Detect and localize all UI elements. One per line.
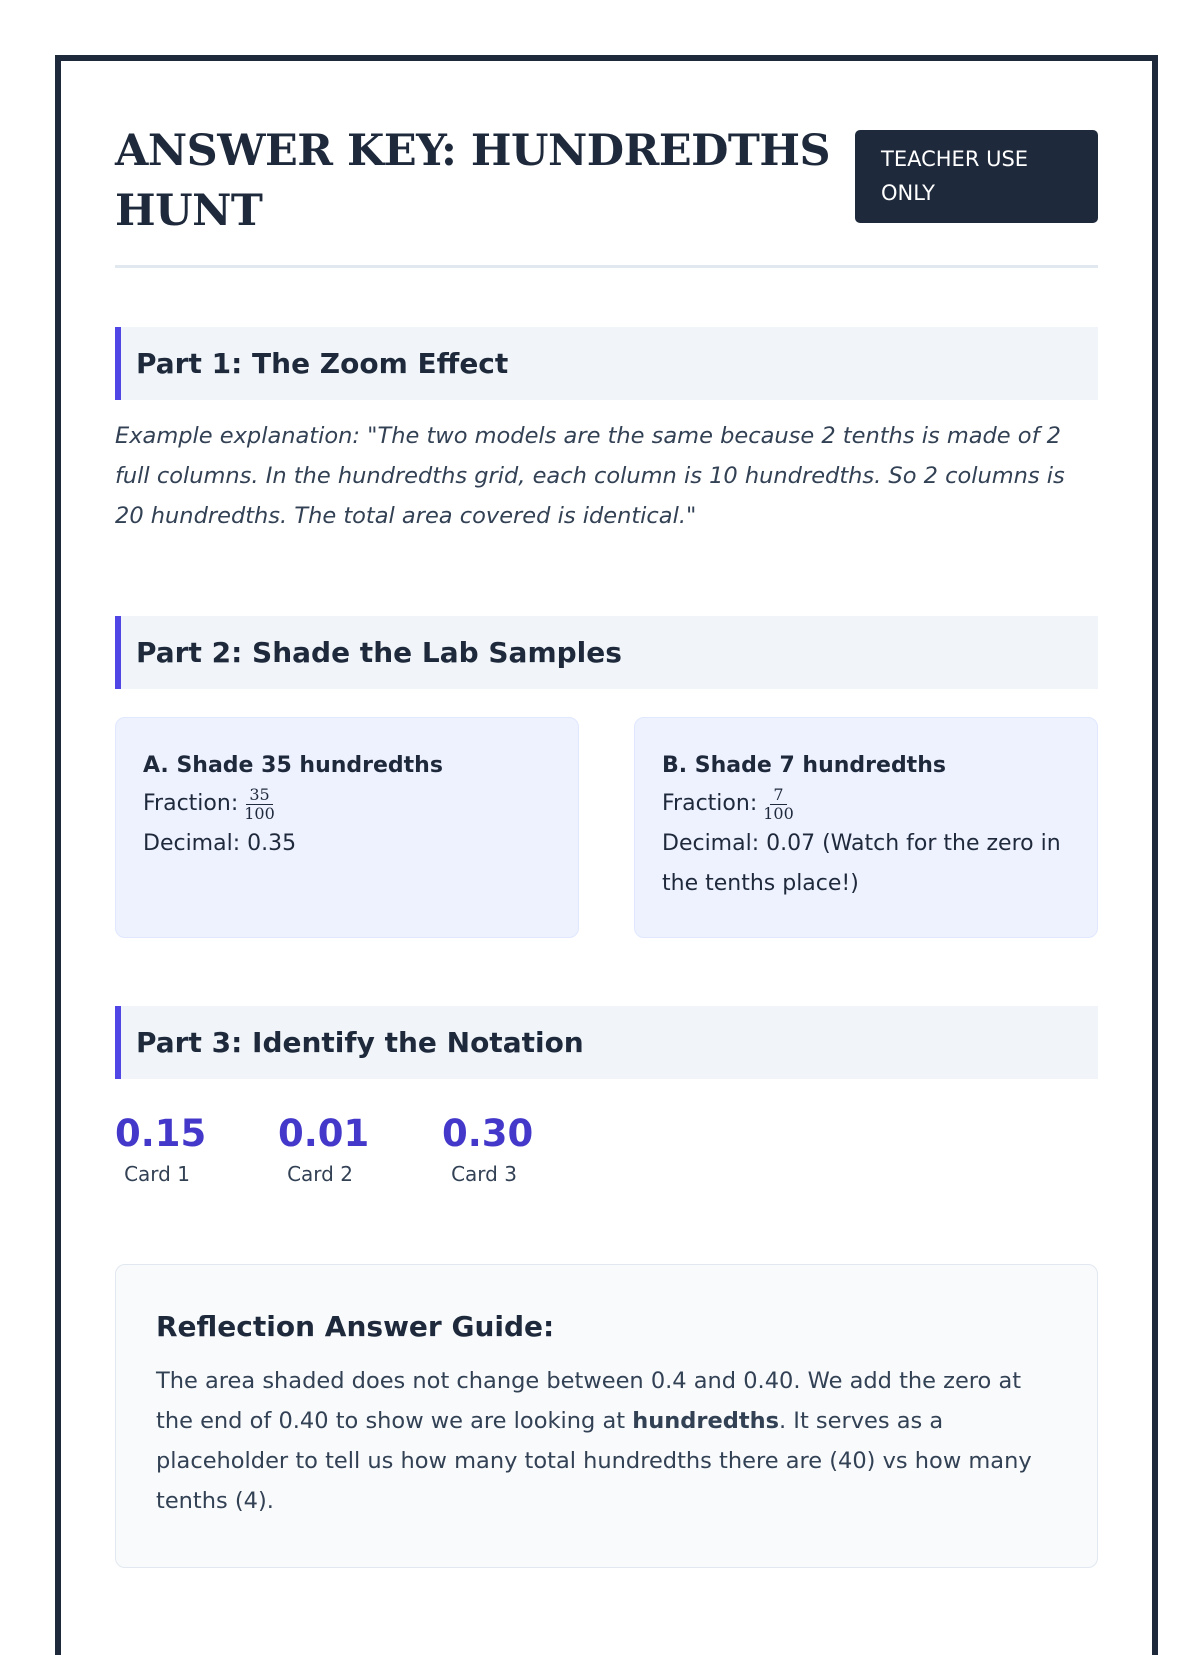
- divider: [115, 265, 1098, 268]
- reflection-text-part: . It serves as a placeholder to tell us …: [156, 1408, 1032, 1514]
- notation-card-1: 0.15 Card 1: [115, 1111, 207, 1191]
- notation-card-2: 0.01 Card 2: [278, 1111, 370, 1191]
- numerator: 7: [770, 785, 787, 805]
- teacher-use-badge: TEACHER USE ONLY: [855, 130, 1098, 223]
- page-title: ANSWER KEY: HUNDREDTHS HUNT: [115, 126, 831, 236]
- worksheet-frame: ANSWER KEY: HUNDREDTHS HUNT TEACHER USE …: [55, 55, 1158, 1655]
- decimal-line: Decimal: 0.07 (Watch for the zero in the…: [662, 831, 1061, 896]
- notation-label: Card 3: [451, 1162, 517, 1186]
- reflection-bold: hundredths: [632, 1408, 779, 1434]
- reflection-text-part: The area shaded does not change between …: [156, 1368, 1022, 1434]
- fraction-line: Fraction: 35 100: [143, 784, 551, 824]
- fraction-line: Fraction: 7 100: [662, 784, 1070, 824]
- notation-card-3: 0.30 Card 3: [442, 1111, 534, 1191]
- part1-heading: Part 1: The Zoom Effect: [115, 327, 1098, 400]
- notation-value: 0.01: [278, 1112, 370, 1155]
- fraction-label: Fraction:: [662, 791, 758, 816]
- reflection-text: The area shaded does not change between …: [156, 1361, 1057, 1521]
- part2-heading: Part 2: Shade the Lab Samples: [115, 616, 1098, 689]
- fraction: 7 100: [763, 785, 794, 823]
- denominator: 100: [244, 803, 275, 823]
- reflection-heading: Reflection Answer Guide:: [156, 1310, 555, 1343]
- card-title: A. Shade 35 hundredths: [143, 753, 443, 778]
- card-title: B. Shade 7 hundredths: [662, 753, 946, 778]
- numerator: 35: [246, 785, 273, 805]
- sample-card-a: A. Shade 35 hundredths Fraction: 35 100 De…: [115, 717, 579, 938]
- sample-card-b: B. Shade 7 hundredths Fraction: 7 100 Deci…: [634, 717, 1098, 938]
- notation-label: Card 1: [124, 1162, 190, 1186]
- part3-heading: Part 3: Identify the Notation: [115, 1006, 1098, 1079]
- denominator: 100: [763, 803, 794, 823]
- notation-value: 0.30: [442, 1112, 534, 1155]
- reflection-guide: Reflection Answer Guide: The area shaded…: [115, 1264, 1098, 1568]
- notation-label: Card 2: [287, 1162, 353, 1186]
- decimal-line: Decimal: 0.35: [143, 831, 297, 856]
- fraction-label: Fraction:: [143, 791, 239, 816]
- fraction: 35 100: [244, 785, 275, 823]
- notation-value: 0.15: [115, 1112, 207, 1155]
- part1-explanation: Example explanation: "The two models are…: [115, 423, 1065, 529]
